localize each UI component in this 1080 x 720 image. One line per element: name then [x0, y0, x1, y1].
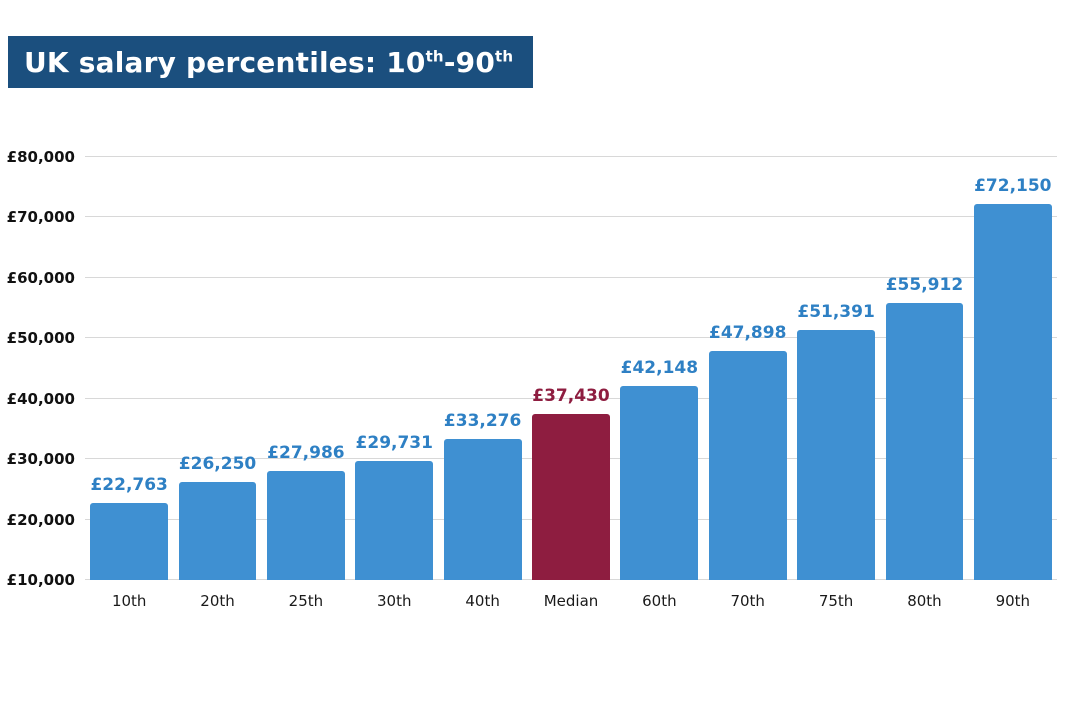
y-tick-label: £70,000 — [6, 208, 75, 227]
bar-value-label: £29,731 — [355, 432, 433, 453]
bar-slot: £42,148 60th — [615, 157, 703, 610]
x-tick-label: 70th — [730, 592, 765, 610]
x-tick-label: 30th — [377, 592, 412, 610]
x-tick-label: 60th — [642, 592, 677, 610]
x-tick-label: 10th — [111, 592, 147, 610]
bar — [885, 302, 964, 580]
bar-slot: £37,430 Median — [527, 157, 615, 610]
bar-value-label: £47,898 — [708, 323, 787, 343]
y-tick-label: £50,000 — [6, 329, 75, 348]
x-tick-label: 25th — [288, 592, 324, 610]
bar-slot: £33,276 40th — [438, 157, 526, 610]
plot-area: £10,000 £20,000 £30,000 £40,000 £50,000 £60,0… — [7, 148, 1057, 610]
bar — [267, 471, 345, 580]
bar-slot: £47,898 70th — [704, 157, 792, 610]
bar-slot: £26,250 20th — [173, 157, 261, 610]
bar-median-highlight — [532, 414, 610, 580]
gridline — [85, 276, 1057, 278]
chart-title: UK salary percentiles: 10th-90th — [24, 46, 513, 79]
gridline — [85, 156, 1057, 157]
bar-value-label: £27,986 — [267, 443, 345, 464]
bar-value-label: £51,391 — [797, 301, 875, 322]
x-tick-label: Median — [543, 592, 599, 610]
bar — [708, 351, 787, 580]
bar-slot: £51,391 75th — [792, 157, 880, 610]
chart-title-sup1: th — [425, 47, 444, 66]
bar — [797, 329, 875, 580]
gridline — [85, 337, 1057, 339]
x-tick-label: 80th — [907, 592, 942, 610]
bar-slot: £72,150 90th — [969, 157, 1057, 610]
bar — [90, 502, 169, 580]
bar — [355, 460, 434, 580]
bar-value-label: £72,150 — [974, 176, 1052, 197]
bar-slot: £29,731 30th — [350, 157, 438, 610]
bar-slot: £22,763 10th — [85, 157, 173, 610]
bar-slot: £27,986 25th — [262, 157, 350, 610]
y-tick-label: £10,000 — [6, 571, 75, 589]
x-tick-label: 40th — [465, 592, 500, 610]
x-tick-label: 20th — [200, 592, 235, 610]
y-tick-label: £30,000 — [6, 450, 75, 469]
bar-value-label: £42,148 — [620, 357, 699, 378]
y-tick-label: £60,000 — [6, 268, 75, 287]
bar — [620, 385, 699, 580]
chart-title-mid: -90 — [443, 45, 495, 79]
bar — [178, 481, 257, 580]
chart-title-banner: UK salary percentiles: 10th-90th — [8, 36, 534, 88]
bar — [443, 439, 522, 580]
y-tick-label: £20,000 — [6, 510, 75, 529]
bar-value-label: £26,250 — [178, 453, 257, 474]
chart-title-sup2: th — [495, 47, 514, 66]
gridline — [85, 397, 1057, 399]
y-tick-label: £40,000 — [6, 389, 75, 408]
chart-title-prefix: UK salary percentiles: 10 — [24, 45, 426, 79]
bar-value-label: £55,912 — [885, 274, 964, 295]
bar-value-label: £22,763 — [90, 474, 168, 495]
bar — [973, 204, 1052, 580]
y-tick-label: £80,000 — [6, 148, 75, 166]
gridline — [85, 216, 1057, 218]
x-tick-label: 75th — [818, 592, 854, 610]
bar-value-label: £37,430 — [532, 386, 610, 407]
x-tick-label: 90th — [995, 592, 1031, 610]
bar-slot: £55,912 80th — [880, 157, 968, 610]
bar-value-label: £33,276 — [443, 411, 522, 432]
